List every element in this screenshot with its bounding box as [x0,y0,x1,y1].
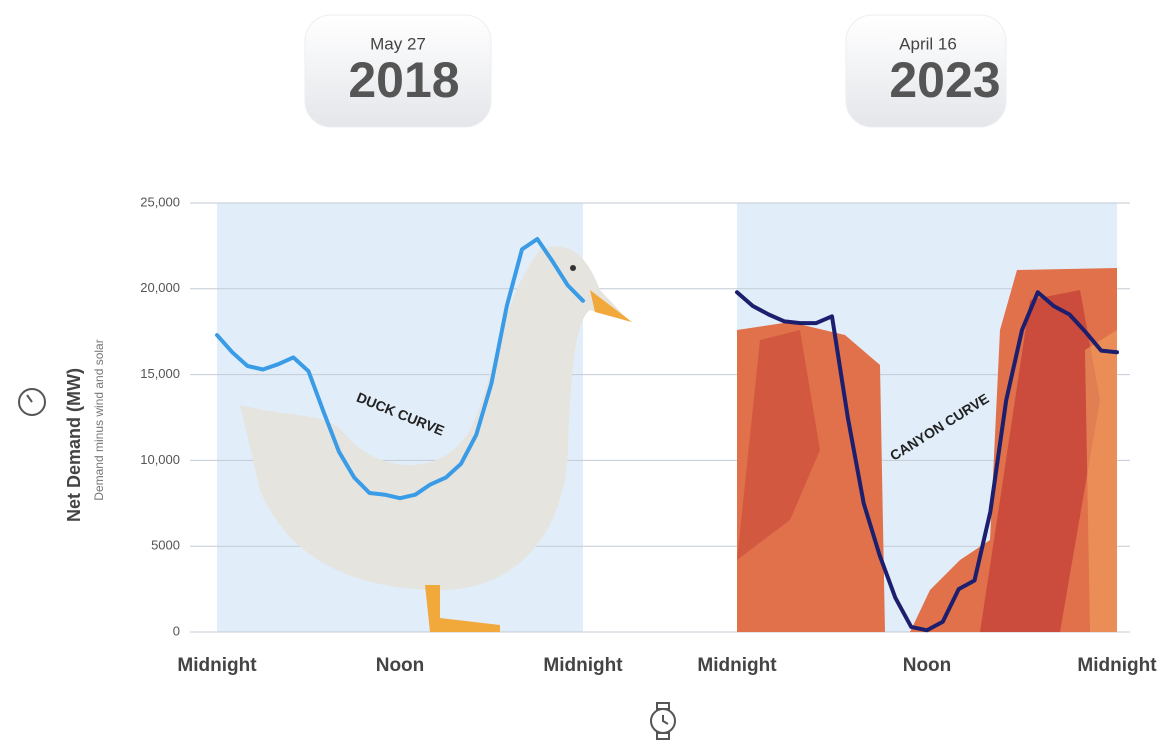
date-label: April 16 [899,34,957,53]
header-card [845,14,1007,128]
duck-body [240,246,630,591]
icon-needle [26,394,33,403]
x-tick-label: Midnight [697,655,777,676]
y-axis-title: Net Demand (MW) [64,368,84,522]
y-tick-label: 20,000 [140,280,180,295]
date-label: May 27 [370,34,426,53]
icon-ring [18,388,46,416]
y-tick-label: 0 [173,623,180,638]
y-tick-label: 5000 [151,538,180,553]
x-tick-label: Midnight [1077,655,1157,676]
demand-line [735,290,1119,633]
x-tick-label: Midnight [543,655,623,676]
canyon-light [1085,330,1117,632]
icon-face [650,708,676,734]
demand-line [215,237,585,501]
y-axis-subtitle: Demand minus wind and solar [92,339,106,500]
clock-icon [650,702,676,740]
y-tick-label: 25,000 [140,194,180,209]
canyon-shade [980,290,1100,632]
header-card [304,14,492,128]
x-tick-label: Midnight [177,655,257,676]
x-tick-label: Noon [903,655,952,676]
y-tick-label: 15,000 [140,366,180,381]
duck-foot [425,585,500,632]
canyon-shade [737,330,820,560]
icon-hands [662,715,669,725]
duck-beak [590,290,632,322]
year-label: 2018 [348,52,459,108]
canyon-illustration [737,268,1117,632]
duck-illustration [240,246,632,632]
duck-eye [570,265,576,271]
year-label: 2023 [889,52,1000,108]
y-tick-label: 10,000 [140,452,180,467]
x-tick-label: Noon [376,655,425,676]
headers: May 27 2018 April 16 2023 [304,14,1007,128]
grid: 0 5000 10,000 15,000 20,000 25,000 [140,194,1130,638]
gauge-icon [18,388,46,416]
